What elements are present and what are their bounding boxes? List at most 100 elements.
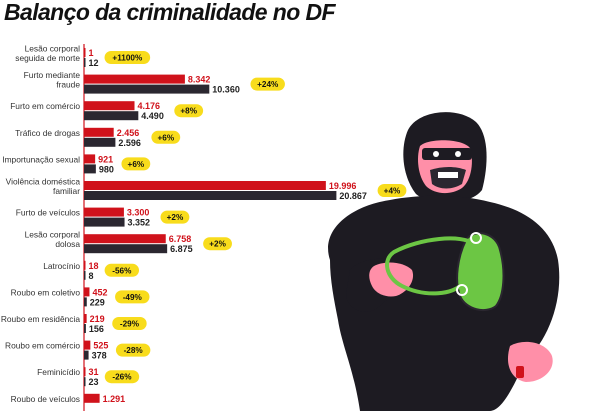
category-label: Roubo em comércio — [5, 341, 80, 351]
value-label: 19.996 — [329, 181, 357, 191]
change-label: +6% — [157, 133, 174, 142]
change-badge — [104, 370, 140, 384]
value-label: 20.867 — [339, 191, 367, 201]
change-badge — [115, 290, 150, 304]
category-label: Furto mediante — [24, 70, 81, 80]
value-label: 980 — [99, 164, 114, 174]
change-label: -26% — [112, 373, 132, 382]
change-badge — [160, 210, 190, 224]
category-label: Roubo em residência — [1, 314, 80, 324]
change-badge — [203, 237, 232, 251]
change-label: +2% — [209, 240, 226, 249]
value-label: 1 — [89, 48, 94, 58]
category-label: Roubo em coletivo — [11, 287, 81, 297]
value-label: 3.352 — [128, 218, 151, 228]
bar-series-1 — [84, 367, 86, 377]
change-badge — [121, 157, 151, 171]
category-label: Lesão corporal — [25, 230, 81, 240]
hooded-burglar-icon — [328, 112, 560, 411]
bar-series-2 — [84, 84, 210, 94]
category-label: Importunação sexual — [2, 154, 80, 164]
bar-series-2 — [84, 244, 168, 254]
bar-series-2 — [84, 164, 96, 174]
change-label: -56% — [112, 266, 132, 275]
value-label: 6.758 — [169, 234, 192, 244]
bar-series-1 — [84, 393, 100, 403]
category-label: Furto em comércio — [10, 101, 80, 111]
change-label: +24% — [257, 80, 279, 89]
category-label: seguida de morte — [15, 53, 80, 63]
category-label: Tráfico de drogas — [15, 128, 80, 138]
bar-series-1 — [84, 340, 91, 350]
change-label: +2% — [167, 213, 184, 222]
bar-series-1 — [84, 234, 166, 244]
bar-series-1 — [84, 127, 114, 137]
change-label: -29% — [120, 320, 140, 329]
bar-series-2 — [84, 217, 125, 227]
value-label: 156 — [89, 324, 104, 334]
change-label: +4% — [384, 187, 401, 196]
value-label: 8 — [89, 271, 94, 281]
change-badge — [104, 263, 140, 277]
value-label: 12 — [89, 58, 99, 68]
bar-series-2 — [84, 270, 86, 280]
bar-series-2 — [84, 377, 86, 387]
bar-series-2 — [84, 58, 86, 67]
value-label: 4.490 — [141, 111, 164, 121]
value-label: 229 — [90, 297, 105, 307]
category-label: Furto de veículos — [16, 208, 80, 218]
change-badge — [115, 343, 151, 357]
change-label: +8% — [180, 107, 197, 116]
category-label: Latrocínio — [43, 261, 80, 271]
bar-series-1 — [84, 260, 86, 270]
bar-series-1 — [84, 287, 90, 297]
bar-series-2 — [84, 191, 337, 200]
category-label: Lesão corporal — [25, 44, 81, 54]
bar-series-1 — [84, 48, 86, 57]
bar-series-2 — [84, 111, 139, 121]
category-label: Feminicídio — [37, 367, 80, 377]
value-label: 378 — [92, 351, 107, 361]
change-badge — [174, 104, 204, 118]
value-label: 3.300 — [127, 208, 150, 218]
value-label: 2.456 — [117, 128, 140, 138]
category-label: fraude — [56, 80, 80, 90]
green-handbag-icon — [385, 232, 505, 312]
change-badge — [151, 130, 181, 144]
value-label: 2.596 — [118, 138, 141, 148]
bar-series-1 — [84, 314, 87, 323]
bar-series-2 — [84, 324, 86, 333]
change-badge — [377, 184, 407, 197]
bar-series-2 — [84, 350, 89, 360]
category-label: Roubo de veículos — [11, 394, 80, 404]
value-label: 8.342 — [188, 75, 211, 85]
change-label: -49% — [123, 293, 143, 302]
value-label: 219 — [90, 314, 105, 324]
category-label: Violência doméstica — [6, 177, 81, 187]
bar-series-1 — [84, 101, 135, 111]
bar-series-2 — [84, 297, 87, 307]
bar-series-2 — [84, 137, 116, 147]
value-label: 4.176 — [138, 101, 161, 111]
change-label: -28% — [124, 346, 144, 355]
chart-title: Balanço da criminalidade no DF — [4, 0, 336, 25]
change-label: +1100% — [112, 54, 143, 63]
bar-series-1 — [84, 154, 96, 164]
value-label: 23 — [89, 377, 99, 387]
value-label: 6.875 — [170, 244, 193, 254]
change-label: +6% — [128, 160, 145, 169]
value-label: 525 — [93, 341, 108, 351]
value-label: 452 — [92, 287, 107, 297]
bar-series-1 — [84, 207, 124, 217]
bar-series-1 — [84, 181, 326, 190]
value-label: 18 — [89, 261, 99, 271]
value-label: 10.360 — [212, 85, 240, 95]
value-label: 31 — [89, 367, 99, 377]
change-badge — [250, 77, 285, 91]
change-badge — [112, 317, 147, 330]
bar-series-1 — [84, 74, 185, 84]
change-badge — [104, 51, 151, 64]
category-label: dolosa — [55, 239, 80, 249]
value-label: 921 — [98, 154, 113, 164]
